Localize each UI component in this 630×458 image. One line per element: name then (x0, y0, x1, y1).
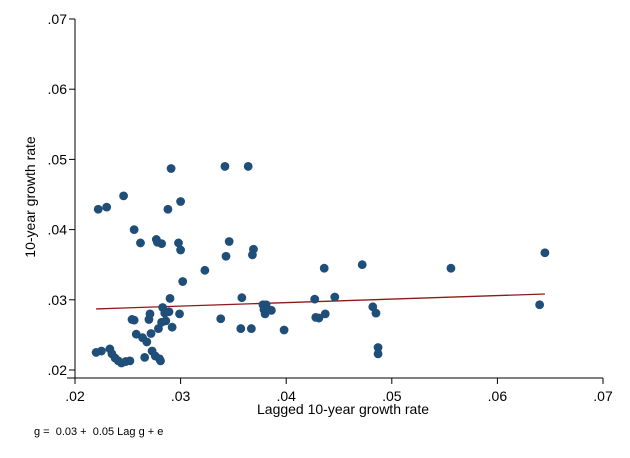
data-point (142, 337, 152, 347)
data-point (236, 324, 246, 333)
regression-note: g = 0.03 + 0.05 Lag g + e (34, 426, 164, 438)
data-point (279, 325, 289, 335)
data-point (237, 293, 247, 303)
data-point (163, 204, 173, 214)
y-tick-label: .03 (48, 292, 68, 308)
data-point (221, 251, 231, 261)
data-point (220, 162, 230, 171)
data-point (310, 294, 320, 304)
data-point (93, 204, 103, 214)
data-point (97, 346, 106, 356)
data-point (175, 309, 184, 319)
data-point (243, 162, 253, 171)
y-tick-label: .04 (48, 222, 68, 238)
data-point (129, 225, 139, 235)
data-point (145, 309, 155, 319)
fit-line-group (96, 293, 545, 310)
data-point (267, 305, 276, 315)
y-tick-label: .07 (48, 11, 68, 27)
axes: .02 .03 .04 .05 .06 .07 .02 .03 .04 .05 .06 .07 (48, 11, 613, 404)
x-tick-label: .03 (171, 388, 191, 404)
fit-line (96, 293, 545, 310)
data-point (178, 277, 188, 286)
data-point (136, 238, 145, 248)
data-point (125, 356, 135, 366)
y-tick-label: .06 (48, 81, 68, 97)
data-point (319, 263, 329, 273)
y-tick-label: .05 (48, 151, 68, 167)
data-point (540, 248, 550, 258)
data-point (161, 316, 171, 326)
data-point (166, 164, 176, 173)
data-point (167, 322, 177, 332)
data-point (330, 292, 340, 302)
data-point (357, 260, 367, 270)
data-point (371, 308, 381, 318)
data-point (176, 197, 186, 206)
data-point (129, 315, 139, 325)
data-point (535, 300, 545, 310)
y-axis-label: 10-year growth rate (22, 136, 38, 258)
data-point (102, 202, 112, 212)
data-point (200, 265, 210, 275)
data-point (373, 349, 383, 359)
data-point (156, 356, 165, 366)
data-point (146, 329, 156, 338)
x-tick-label: .02 (65, 388, 85, 404)
data-point (157, 239, 166, 249)
x-tick-label: .04 (276, 388, 296, 404)
x-tick-label: .06 (488, 388, 508, 404)
x-tick-label: .05 (382, 388, 402, 404)
y-tick-label: .02 (48, 362, 68, 378)
data-point (165, 293, 175, 303)
points-group (91, 162, 550, 368)
data-point (216, 314, 226, 324)
data-point (246, 324, 256, 333)
data-point (314, 313, 324, 323)
data-point (119, 191, 128, 201)
data-point (224, 237, 234, 246)
data-point (176, 245, 186, 255)
data-point (174, 238, 183, 248)
x-tick-label: .07 (593, 388, 613, 404)
data-point (261, 300, 271, 310)
data-point (249, 244, 258, 254)
data-point (373, 343, 383, 352)
data-point (320, 309, 330, 319)
data-point (446, 263, 456, 273)
data-point (164, 307, 174, 317)
data-point (140, 352, 150, 362)
x-axis-label: Lagged 10-year growth rate (257, 401, 429, 417)
